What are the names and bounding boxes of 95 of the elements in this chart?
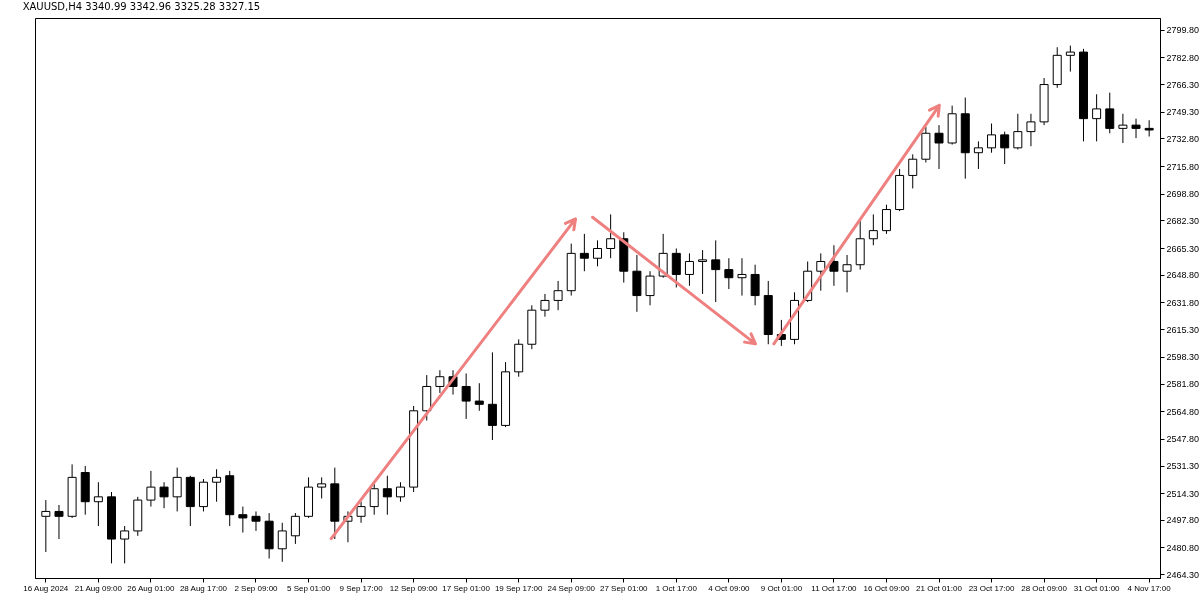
candlestick — [356, 501, 366, 524]
candlestick — [737, 257, 747, 297]
candlestick — [606, 213, 616, 259]
y-tick-label: 2514.30 — [1166, 488, 1200, 499]
x-tick-label: 24 Sep 09:00 — [547, 583, 596, 593]
y-tick-label: 2665.30 — [1166, 243, 1200, 254]
candlestick — [645, 270, 655, 306]
candlestick — [41, 499, 51, 553]
candlestick — [1118, 113, 1128, 144]
candlestick — [435, 369, 445, 394]
candlestick — [987, 123, 997, 154]
y-tick-label: 2766.30 — [1166, 79, 1200, 90]
candlestick — [159, 481, 169, 509]
candlestick — [487, 351, 497, 441]
candlestick — [698, 249, 708, 295]
candlestick — [1013, 113, 1023, 150]
y-tick-label: 2547.80 — [1166, 434, 1200, 445]
x-tick-label: 1 Oct 17:00 — [655, 583, 698, 593]
x-tick-label: 9 Sep 17:00 — [339, 583, 384, 593]
candlestick — [54, 504, 64, 540]
y-tick-label: 2631.80 — [1166, 297, 1200, 308]
candlestick — [750, 264, 760, 306]
candlestick — [816, 252, 826, 292]
x-tick-label: 19 Sep 17:00 — [494, 583, 544, 593]
y-tick-label: 2464.30 — [1166, 569, 1200, 580]
candlestick — [684, 252, 694, 287]
x-tick-label: 11 Oct 17:00 — [811, 583, 858, 593]
x-tick-label: 31 Oct 01:00 — [1073, 583, 1121, 593]
candlestick — [1105, 92, 1115, 134]
candlestick — [1065, 45, 1075, 73]
y-tick-label: 2799.80 — [1166, 25, 1200, 36]
x-tick-label: 23 Oct 17:00 — [968, 583, 1015, 593]
x-tick-label: 21 Oct 01:00 — [916, 583, 963, 593]
x-tick-label: 5 Sep 01:00 — [286, 583, 331, 593]
candlestick — [382, 475, 392, 516]
y-tick-label: 2715.80 — [1166, 161, 1200, 172]
x-tick-label: 21 Aug 09:00 — [74, 583, 123, 593]
candlestick — [238, 506, 248, 534]
y-tick-label: 2682.30 — [1166, 215, 1200, 226]
candlestick — [93, 481, 103, 527]
x-tick-label: 28 Oct 09:00 — [1021, 583, 1068, 593]
candlestick — [120, 525, 130, 564]
x-tick-label: 28 Aug 17:00 — [179, 583, 228, 593]
candlestick — [842, 254, 852, 293]
candlestick — [881, 204, 891, 235]
x-tick-label: 9 Oct 01:00 — [760, 583, 803, 593]
candlestick — [146, 470, 156, 508]
candlestick — [290, 512, 300, 545]
candlestick — [1131, 118, 1141, 139]
y-tick-label: 2782.80 — [1166, 52, 1200, 63]
y-tick-label: 2480.80 — [1166, 542, 1200, 553]
y-tick-label: 2732.80 — [1166, 133, 1200, 144]
candlestick — [934, 124, 944, 170]
y-tick-label: 2749.30 — [1166, 107, 1200, 118]
y-tick-label: 2698.80 — [1166, 189, 1200, 200]
candlestick — [474, 382, 484, 412]
candlestick — [593, 239, 602, 267]
y-tick-label: 2531.30 — [1166, 461, 1200, 472]
candlestick — [277, 522, 287, 563]
candlestick — [724, 257, 734, 290]
y-tick-label: 2497.80 — [1166, 515, 1200, 526]
candlestick — [553, 280, 563, 311]
candlestick — [172, 467, 182, 512]
y-tick-label: 2598.30 — [1166, 352, 1200, 363]
candlestick — [369, 481, 379, 516]
x-tick-label: 26 Aug 01:00 — [127, 583, 176, 593]
candlestick — [908, 153, 918, 189]
candlestick — [395, 481, 405, 503]
candlestick — [540, 293, 550, 318]
candlestick — [461, 372, 471, 420]
x-tick-label: 12 Sep 09:00 — [389, 583, 438, 593]
candlestick — [212, 468, 222, 503]
x-tick-label: 16 Aug 2024 — [23, 583, 69, 593]
candlestick — [579, 233, 589, 272]
candlestick — [671, 247, 681, 288]
candlestick — [829, 244, 839, 287]
candlestick — [251, 510, 261, 532]
candlestick — [1000, 131, 1010, 165]
candlestick — [1092, 93, 1102, 142]
y-tick-label: 2564.80 — [1166, 406, 1200, 417]
x-tick-label: 4 Oct 09:00 — [708, 583, 751, 593]
candlestick — [973, 140, 983, 170]
x-tick-label: 2 Sep 09:00 — [234, 583, 279, 593]
x-tick-label: 4 Nov 17:00 — [1127, 583, 1172, 593]
chart-title: XAUUSD,H4 3340.99 3342.96 3325.28 3327.15 — [22, 1, 261, 12]
x-tick-label: 27 Sep 01:00 — [599, 583, 649, 593]
x-tick-label: 17 Sep 01:00 — [442, 583, 491, 593]
x-tick-label: 16 Oct 09:00 — [863, 583, 910, 593]
y-tick-label: 2615.30 — [1166, 324, 1200, 335]
candlestick — [317, 476, 327, 499]
candlestick — [1026, 113, 1036, 147]
y-tick-label: 2648.80 — [1166, 270, 1200, 281]
candlestick — [711, 239, 721, 303]
candlestick — [868, 213, 878, 246]
y-tick-label: 2581.80 — [1166, 379, 1200, 390]
